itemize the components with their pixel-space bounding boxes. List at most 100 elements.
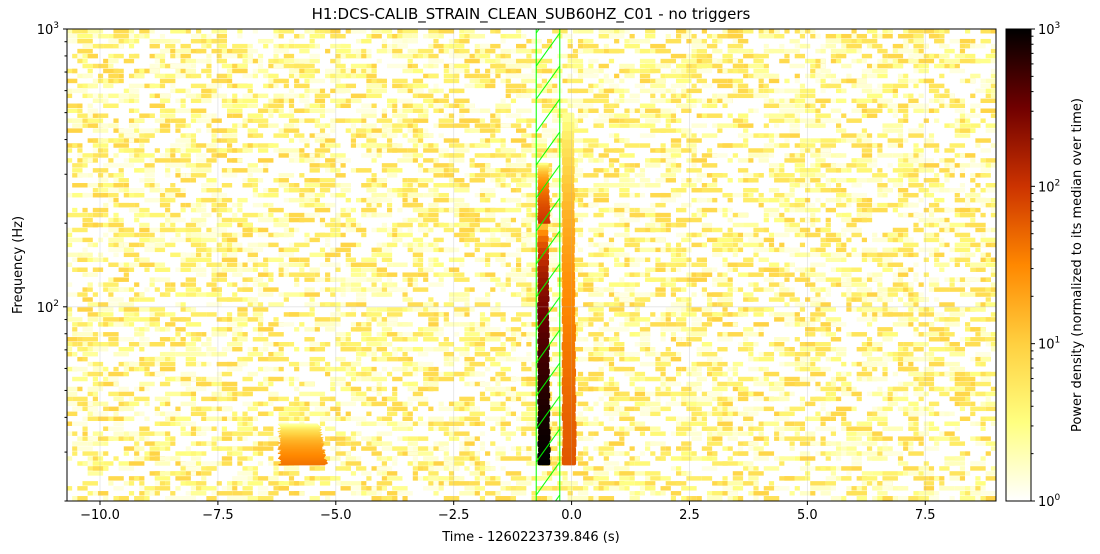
noise-cell: [77, 38, 93, 44]
noise-cell: [283, 93, 295, 99]
noise-cell: [485, 197, 491, 203]
noise-cell: [237, 33, 243, 39]
noise-cell: [505, 277, 511, 282]
noise-cell: [257, 108, 269, 113]
noise-cell: [624, 73, 635, 79]
noise-cell: [371, 282, 377, 287]
noise-cell: [149, 227, 166, 233]
noise-cell: [273, 366, 279, 372]
noise-cell: [510, 386, 517, 392]
noise-cell: [128, 123, 140, 128]
noise-cell: [954, 381, 971, 387]
noise-cell: [82, 356, 88, 362]
noise-cell: [257, 217, 274, 223]
noise-cell: [686, 257, 692, 263]
noise-cell: [681, 237, 692, 243]
noise-cell: [108, 342, 119, 347]
noise-cell: [371, 103, 377, 108]
noise-cell: [345, 312, 357, 317]
noise-cell: [490, 232, 496, 238]
noise-cell: [175, 98, 181, 104]
noise-cell: [820, 163, 837, 168]
noise-cell: [185, 257, 197, 263]
noise-cell: [314, 277, 326, 282]
noise-cell: [309, 297, 315, 302]
noise-cell: [918, 396, 924, 402]
noise-cell: [866, 63, 873, 69]
noise-cell: [619, 187, 630, 193]
noise-cell: [87, 302, 98, 307]
noise-cell: [851, 267, 862, 272]
noise-cell: [226, 108, 243, 113]
noise-cell: [810, 123, 826, 128]
noise-cell: [815, 78, 821, 84]
noise-cell: [232, 68, 248, 74]
noise-cell: [232, 247, 238, 253]
noise-cell: [350, 361, 362, 367]
noise-cell: [376, 183, 387, 188]
noise-cell: [185, 287, 202, 292]
noise-cell: [459, 38, 470, 44]
noise-cell: [743, 297, 754, 302]
noise-cell: [608, 118, 620, 123]
noise-cell: [402, 322, 413, 327]
noise-cell: [629, 212, 640, 218]
noise-cell: [170, 63, 186, 69]
noise-cell: [505, 386, 511, 392]
noise-cell: [268, 401, 274, 407]
noise-cell: [459, 227, 475, 233]
noise-cell: [861, 361, 878, 367]
noise-cell: [97, 381, 104, 387]
noise-cell: [774, 29, 780, 34]
noise-cell: [510, 327, 522, 332]
noise-cell: [139, 342, 150, 347]
noise-cell: [923, 376, 935, 382]
noise-cell: [763, 83, 769, 89]
noise-cell: [232, 292, 238, 297]
noise-cell: [490, 173, 501, 178]
noise-cell: [474, 272, 480, 277]
noise-cell: [309, 356, 326, 362]
noise-cell: [123, 366, 129, 372]
noise-cell: [655, 391, 671, 397]
noise-cell: [670, 396, 677, 402]
noise-cell: [500, 287, 506, 292]
noise-cell: [330, 396, 336, 402]
noise-cell: [660, 356, 671, 362]
noise-cell: [443, 138, 460, 143]
noise-cell: [861, 376, 873, 382]
noise-cell: [361, 207, 377, 213]
noise-cell: [763, 212, 769, 218]
noise-cell: [856, 212, 862, 218]
noise-cell: [562, 63, 568, 69]
noise-cell: [144, 173, 155, 178]
noise-cell: [226, 391, 233, 397]
noise-cell: [572, 178, 578, 183]
noise-cell: [856, 227, 862, 233]
noise-cell: [113, 78, 119, 84]
noise-cell: [366, 287, 382, 292]
noise-cell: [603, 356, 615, 362]
noise-cell: [903, 242, 919, 248]
noise-cell: [376, 247, 382, 253]
noise-cell: [681, 287, 687, 292]
noise-cell: [443, 371, 460, 377]
noise-cell: [639, 207, 656, 213]
noise-cell: [252, 312, 264, 317]
noise-cell: [706, 366, 713, 372]
noise-cell: [516, 237, 527, 243]
noise-cell: [278, 262, 295, 267]
noise-cell: [397, 222, 413, 228]
noise-cell: [92, 401, 109, 407]
noise-cell: [676, 247, 682, 253]
noise-cell: [712, 371, 728, 377]
noise-cell: [954, 346, 966, 352]
noise-cell: [82, 327, 93, 332]
noise-cell: [309, 267, 320, 272]
noise-cell: [356, 133, 362, 138]
noise-cell: [577, 202, 584, 208]
noise-cell: [273, 83, 279, 89]
noise-cell: [448, 222, 455, 228]
noise-cell: [154, 158, 171, 163]
noise-cell: [892, 322, 909, 327]
